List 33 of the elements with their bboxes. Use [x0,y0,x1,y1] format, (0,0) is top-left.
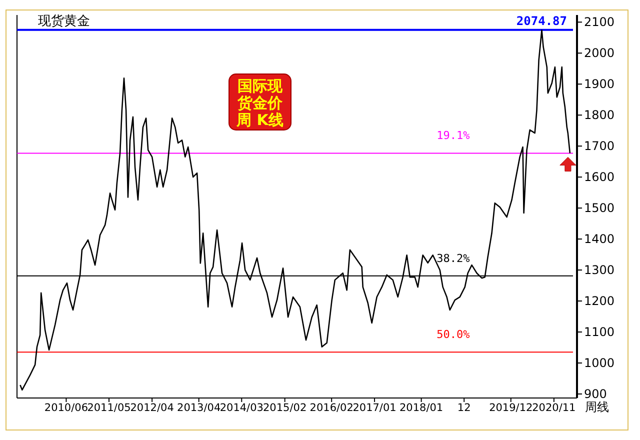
y-tick-label: 1000 [584,356,615,370]
text: 国际现货金价周 K线 [236,77,284,129]
y-tick-label: 1700 [584,139,615,154]
annotation: 19.1% [436,129,470,142]
x-tick-label: 2018/01 [399,402,444,414]
line-series [20,30,571,391]
x-tick-label: 2019/12 [489,402,533,414]
ref-line-label: 2074.87 [516,14,567,28]
chart-title: 现货黄金 [38,14,90,29]
annotation: 38.2% [436,252,470,265]
x-tick-label: 2010/06 [44,402,88,414]
x-tick-label: 2020/11 [532,402,576,414]
y-tick-label: 1600 [584,170,615,184]
y-tick-label: 1800 [584,108,615,122]
x-tick-label: 2011/05 [87,402,131,414]
x-tick-label: 2014/03 [220,402,264,414]
x-tick-label: 2012/04 [130,402,174,414]
x-tick-label: 2017/01 [352,402,396,414]
y-tick-label: 1900 [584,77,615,92]
y-tick-label: 1300 [584,263,615,278]
y-tick-label: 1400 [584,232,615,246]
y-tick-label: 900 [584,386,607,401]
y-tick-label: 1200 [584,294,615,308]
text: 周线 [585,400,609,414]
annotation: 50.0% [436,328,470,342]
x-tick-label: 2015/02 [263,402,307,414]
y-tick-label: 2000 [584,46,615,60]
y-tick-label: 1500 [584,201,615,216]
y-tick-label: 2100 [584,15,615,30]
x-tick-label: 12 [457,402,471,414]
y-tick-label: 1100 [584,325,615,339]
x-tick-label: 2016/02 [310,402,354,414]
x-tick-label: 2013/04 [177,402,221,414]
